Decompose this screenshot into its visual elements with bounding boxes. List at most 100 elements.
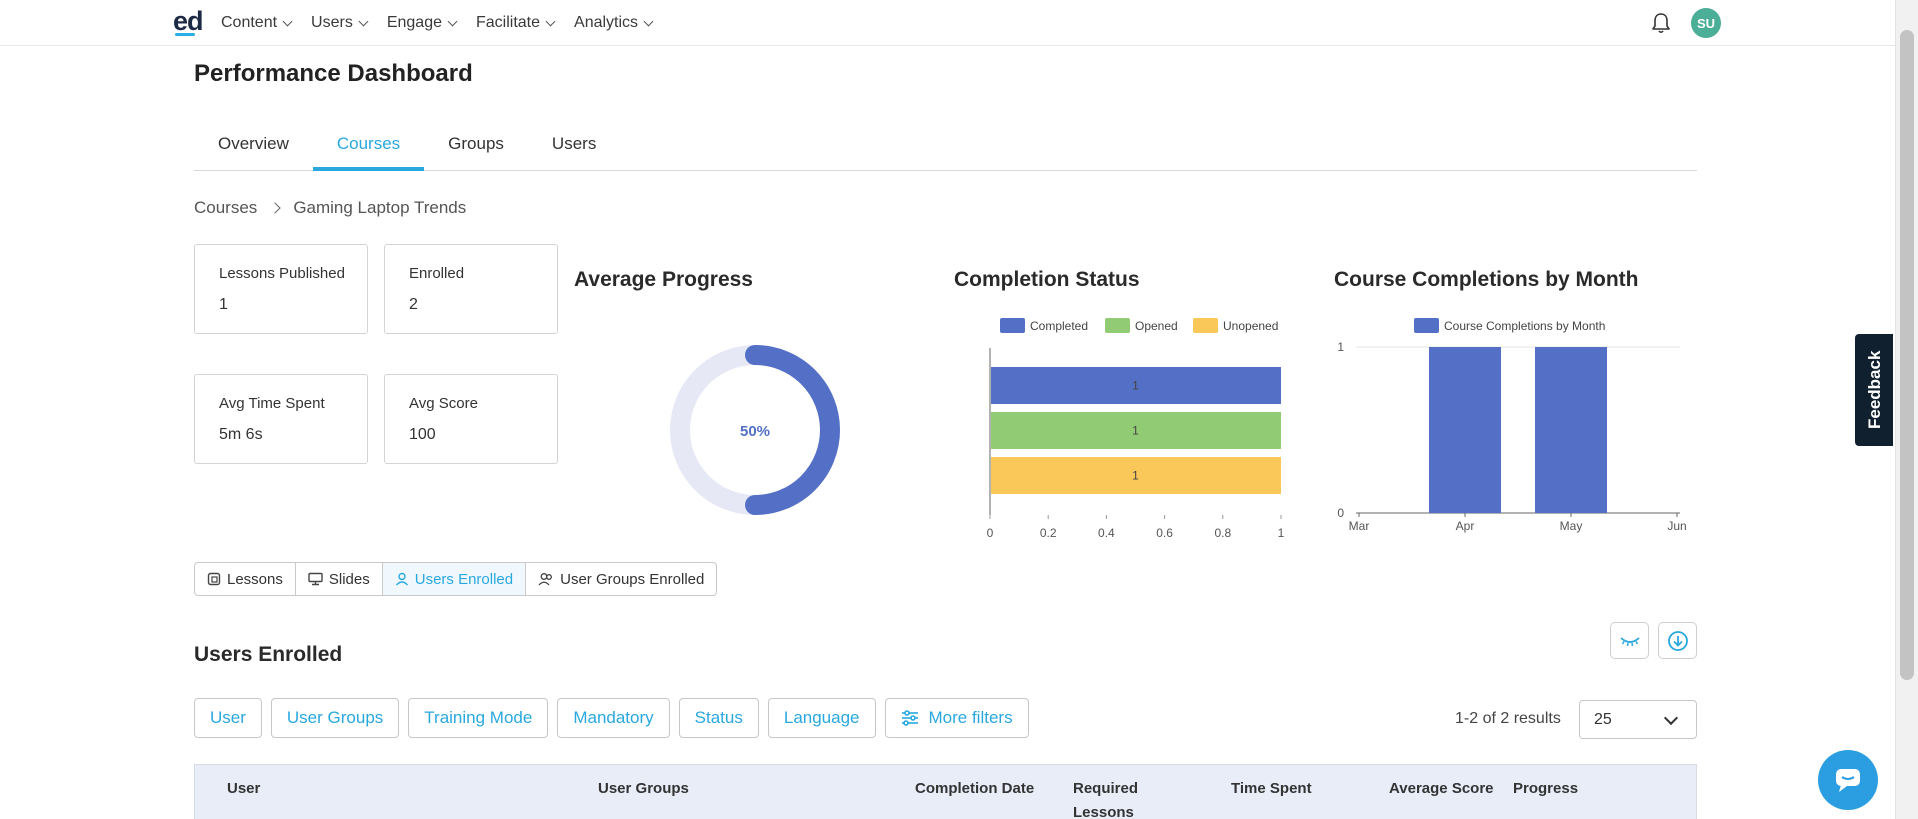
download-button[interactable] xyxy=(1658,622,1697,659)
chevron-down-icon xyxy=(447,16,458,26)
tab-users[interactable]: Users xyxy=(551,134,597,153)
logo-underline xyxy=(175,33,195,36)
legend-label-course-completions: Course Completions by Month xyxy=(1444,319,1605,333)
filter-user[interactable]: User xyxy=(194,698,262,738)
scrollbar-thumb[interactable] xyxy=(1900,30,1914,680)
x-tick-label: 0 xyxy=(987,526,994,540)
nav-item-label: Content xyxy=(221,14,278,31)
x-tick-label: 0.8 xyxy=(1214,526,1231,540)
download-icon xyxy=(1667,630,1688,651)
column-header-completion-date[interactable]: Completion Date xyxy=(915,780,1035,797)
results-count: 1-2 of 2 results xyxy=(1455,710,1561,727)
breadcrumb-courses-link[interactable]: Courses xyxy=(194,198,258,217)
legend-swatch-course-completions xyxy=(1414,318,1439,333)
subtab-users-enrolled[interactable]: Users Enrolled xyxy=(382,563,527,595)
filter-training-mode[interactable]: Training Mode xyxy=(408,698,549,738)
donut-progress-arc xyxy=(745,345,840,515)
legend-swatch-opened xyxy=(1105,318,1130,333)
stat-value: 100 xyxy=(409,426,436,443)
tab-courses[interactable]: Courses xyxy=(312,125,425,171)
average-progress-title: Average Progress xyxy=(574,268,753,291)
chat-support-button[interactable] xyxy=(1818,750,1878,810)
course-completions-bars xyxy=(1429,347,1607,513)
stat-label: Lessons Published xyxy=(219,265,345,282)
chat-bubble-icon xyxy=(1836,769,1860,792)
feedback-label[interactable]: Feedback xyxy=(1865,345,1885,435)
page-size-select[interactable]: 25 xyxy=(1579,700,1697,739)
donut-center-label: 50% xyxy=(740,423,770,440)
feedback-tab[interactable] xyxy=(1855,334,1893,446)
course-completions-by-month-chart: Course Completions by Month 0 1 Mar Apr May J… xyxy=(1337,318,1687,533)
filter-mandatory[interactable]: Mandatory xyxy=(557,698,670,738)
breadcrumb-current: Gaming Laptop Trends xyxy=(293,198,467,217)
user-group-icon xyxy=(538,573,553,586)
course-completions-axis: 0 1 Mar Apr May Jun xyxy=(1337,340,1686,533)
top-navigation-bar: ed Content Users Engage Facilitate Analy… xyxy=(0,0,1895,46)
filter-status[interactable]: Status xyxy=(678,698,759,738)
subtab-slides[interactable]: Slides xyxy=(296,563,383,595)
subtab-label: Slides xyxy=(328,570,370,588)
sliders-icon xyxy=(901,710,918,726)
completion-status-bars: 1 1 1 xyxy=(991,367,1281,494)
slides-icon xyxy=(308,572,323,586)
column-header-time-spent[interactable]: Time Spent xyxy=(1231,780,1312,797)
nav-item-facilitate[interactable]: Facilitate xyxy=(476,14,556,32)
completion-status-legend: Completed Opened Unopened xyxy=(1000,318,1278,333)
main-menu: Content Users Engage Facilitate Analytic… xyxy=(221,0,654,46)
user-avatar[interactable]: SU xyxy=(1691,8,1721,38)
bar-data-label: 1 xyxy=(1132,469,1139,483)
x-tick-label: 0.6 xyxy=(1156,526,1173,540)
users-enrolled-table-header: User User Groups Completion Date Require… xyxy=(194,764,1697,819)
x-tick-label: 1 xyxy=(1278,526,1285,540)
completion-status-chart: Completed Opened Unopened 0 0.2 0.4 0.6 0.8 1 1… xyxy=(987,318,1285,540)
more-filters-button[interactable]: More filters xyxy=(884,698,1029,738)
stat-card-lessons-published: Lessons Published 1 xyxy=(194,244,368,334)
course-completions-title: Course Completions by Month xyxy=(1334,268,1639,291)
filter-user-groups[interactable]: User Groups xyxy=(270,698,400,738)
subtab-user-groups-enrolled[interactable]: User Groups Enrolled xyxy=(526,563,716,595)
toggle-columns-button[interactable] xyxy=(1610,622,1649,659)
column-header-progress[interactable]: Progress xyxy=(1513,780,1579,797)
column-header-average-score[interactable]: Average Score xyxy=(1389,780,1494,797)
ed-logo[interactable]: ed xyxy=(173,6,203,36)
column-header-required-lessons-completed[interactable]: Required Lessons Completed xyxy=(1073,780,1139,819)
average-progress-donut-chart: 50% xyxy=(670,345,840,515)
breadcrumb: Courses Gaming Laptop Trends xyxy=(194,198,466,218)
chevron-down-icon xyxy=(358,16,369,26)
page-title: Performance Dashboard xyxy=(194,60,473,87)
nav-item-analytics[interactable]: Analytics xyxy=(574,14,654,32)
chevron-down-icon xyxy=(1663,710,1679,726)
nav-item-label: Facilitate xyxy=(476,14,541,31)
notification-bell-icon[interactable] xyxy=(1651,12,1671,34)
subtab-lessons[interactable]: Lessons xyxy=(195,563,296,595)
y-tick-label: 1 xyxy=(1337,340,1344,354)
page-size-value: 25 xyxy=(1594,710,1612,728)
nav-item-users[interactable]: Users xyxy=(311,14,369,32)
dashboard-tabs: Overview Courses Groups Users xyxy=(194,125,1697,171)
column-header-user-groups[interactable]: User Groups xyxy=(598,780,689,797)
tab-groups[interactable]: Groups xyxy=(448,134,504,153)
x-tick-label: 0.2 xyxy=(1040,526,1057,540)
nav-item-label: Users xyxy=(311,14,353,31)
tab-overview[interactable]: Overview xyxy=(218,134,289,153)
filter-language[interactable]: Language xyxy=(767,698,876,738)
more-filters-label: More filters xyxy=(928,708,1013,727)
stat-label: Avg Score xyxy=(409,395,478,412)
column-header-user[interactable]: User xyxy=(227,780,261,797)
nav-item-content[interactable]: Content xyxy=(221,14,293,32)
subtab-label: Lessons xyxy=(227,570,283,588)
subtab-label: Users Enrolled xyxy=(414,570,514,588)
chevron-right-icon xyxy=(269,202,281,214)
y-tick-label: 0 xyxy=(1337,506,1344,520)
bar-data-label: 1 xyxy=(1132,424,1139,438)
stat-label: Avg Time Spent xyxy=(219,395,325,412)
nav-item-label: Analytics xyxy=(574,14,639,31)
x-tick-label: Apr xyxy=(1456,519,1475,533)
legend-label-completed: Completed xyxy=(1030,319,1088,333)
completion-status-title: Completion Status xyxy=(954,268,1140,291)
legend-swatch-completed xyxy=(1000,318,1025,333)
nav-item-engage[interactable]: Engage xyxy=(387,14,458,32)
page-scrollbar[interactable] xyxy=(1895,0,1918,819)
x-tick-label: 0.4 xyxy=(1098,526,1115,540)
lessons-icon xyxy=(207,572,221,586)
